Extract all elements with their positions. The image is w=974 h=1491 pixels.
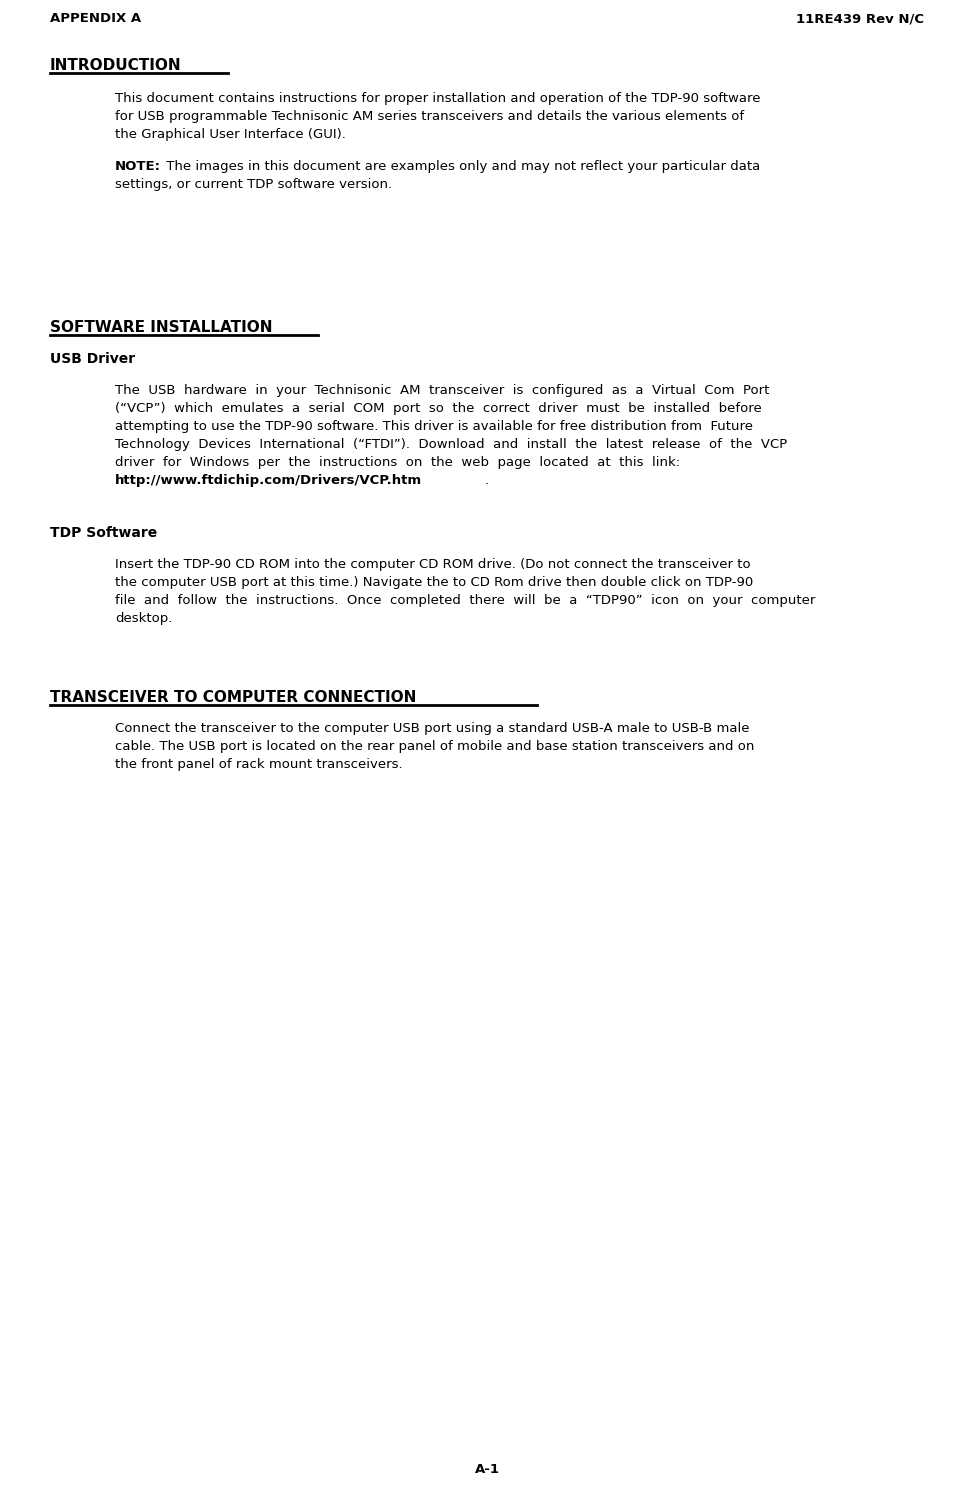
Text: the computer USB port at this time.) Navigate the to CD Rom drive then double cl: the computer USB port at this time.) Nav…: [115, 576, 753, 589]
Text: This document contains instructions for proper installation and operation of the: This document contains instructions for …: [115, 92, 761, 104]
Text: the front panel of rack mount transceivers.: the front panel of rack mount transceive…: [115, 757, 402, 771]
Text: the Graphical User Interface (GUI).: the Graphical User Interface (GUI).: [115, 128, 346, 142]
Text: The  USB  hardware  in  your  Technisonic  AM  transceiver  is  configured  as  : The USB hardware in your Technisonic AM …: [115, 385, 769, 397]
Text: INTRODUCTION: INTRODUCTION: [50, 58, 181, 73]
Text: The images in this document are examples only and may not reflect your particula: The images in this document are examples…: [162, 160, 761, 173]
Text: 11RE439 Rev N/C: 11RE439 Rev N/C: [796, 12, 924, 25]
Text: http://www.ftdichip.com/Drivers/VCP.htm: http://www.ftdichip.com/Drivers/VCP.htm: [115, 474, 422, 488]
Text: (“VCP”)  which  emulates  a  serial  COM  port  so  the  correct  driver  must  : (“VCP”) which emulates a serial COM port…: [115, 403, 762, 414]
Text: APPENDIX A: APPENDIX A: [50, 12, 141, 25]
Text: TDP Software: TDP Software: [50, 526, 157, 540]
Text: cable. The USB port is located on the rear panel of mobile and base station tran: cable. The USB port is located on the re…: [115, 740, 755, 753]
Text: TRANSCEIVER TO COMPUTER CONNECTION: TRANSCEIVER TO COMPUTER CONNECTION: [50, 690, 416, 705]
Text: .: .: [485, 474, 489, 488]
Text: attempting to use the TDP-90 software. This driver is available for free distrib: attempting to use the TDP-90 software. T…: [115, 420, 753, 432]
Text: SOFTWARE INSTALLATION: SOFTWARE INSTALLATION: [50, 321, 273, 335]
Text: Insert the TDP-90 CD ROM into the computer CD ROM drive. (Do not connect the tra: Insert the TDP-90 CD ROM into the comput…: [115, 558, 751, 571]
Text: for USB programmable Technisonic AM series transceivers and details the various : for USB programmable Technisonic AM seri…: [115, 110, 744, 122]
Text: desktop.: desktop.: [115, 611, 172, 625]
Text: file  and  follow  the  instructions.  Once  completed  there  will  be  a  “TDP: file and follow the instructions. Once c…: [115, 593, 815, 607]
Text: Technology  Devices  International  (“FTDI”).  Download  and  install  the  late: Technology Devices International (“FTDI”…: [115, 438, 787, 450]
Text: NOTE:: NOTE:: [115, 160, 161, 173]
Text: Connect the transceiver to the computer USB port using a standard USB-A male to : Connect the transceiver to the computer …: [115, 722, 750, 735]
Text: driver  for  Windows  per  the  instructions  on  the  web  page  located  at  t: driver for Windows per the instructions …: [115, 456, 680, 470]
Text: settings, or current TDP software version.: settings, or current TDP software versio…: [115, 177, 393, 191]
Text: A-1: A-1: [474, 1463, 500, 1476]
Text: USB Driver: USB Driver: [50, 352, 135, 365]
